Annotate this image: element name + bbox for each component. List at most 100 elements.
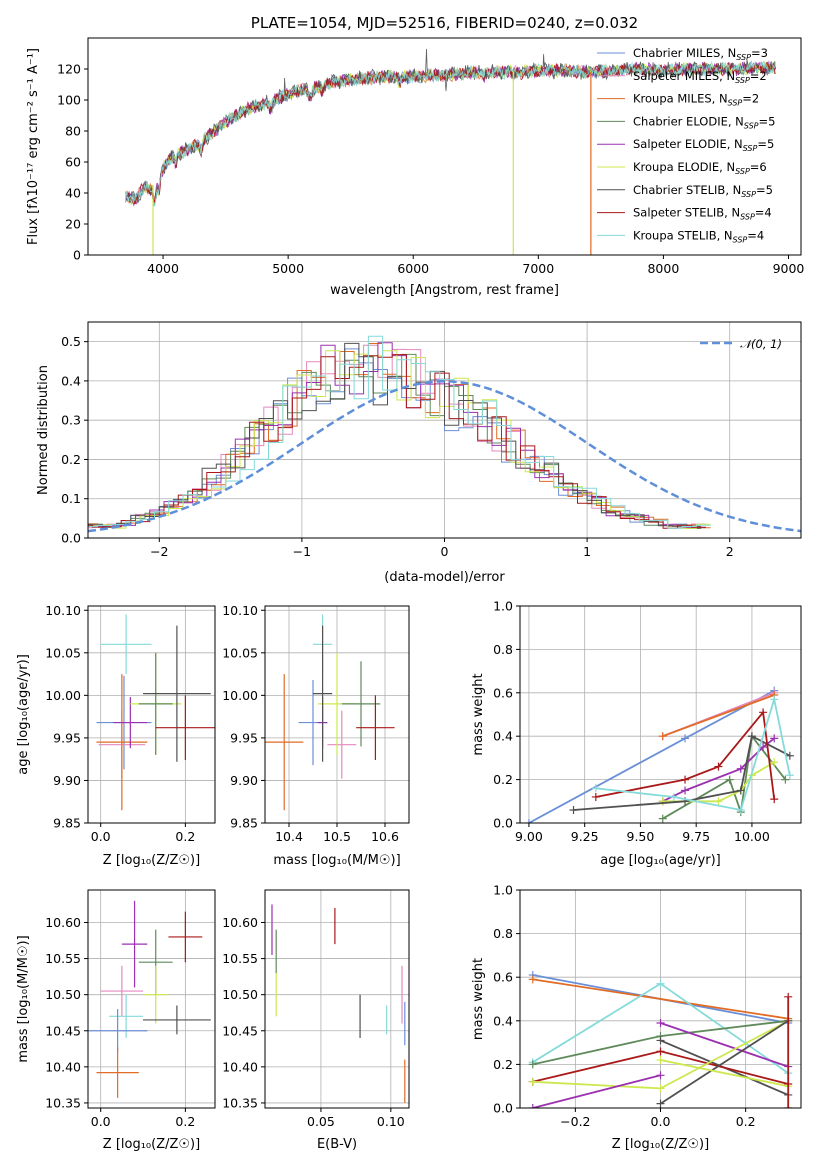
weight-marker-chabrier_miles [681, 734, 690, 743]
y-tick-label: 10.60 [45, 915, 81, 930]
legend-sub: SSP [733, 235, 748, 244]
x-tick-label: 0.2 [175, 1114, 195, 1129]
y-tick-label: 0.8 [493, 642, 513, 657]
x-axis-label: mass [log₁₀(M/M☉)] [273, 853, 400, 868]
x-tick-label: 0.2 [175, 829, 195, 844]
weight-marker-salpeter_elodie [656, 1018, 665, 1027]
legend-entry: Chabrier STELIB, NSSP=5 [633, 183, 773, 199]
y-tick-label: 10.00 [222, 688, 258, 703]
weight-marker-salpeter_stelib [714, 762, 723, 771]
legend-count: =5 [756, 183, 773, 197]
x-tick-label: 0.10 [377, 1114, 405, 1129]
legend-label: Kroupa MILES, N [633, 92, 728, 106]
y-tick-label: 9.90 [230, 773, 258, 788]
y-tick-label: 9.85 [53, 816, 81, 831]
y-tick-label: 10.40 [222, 1059, 258, 1074]
weight-line-salpeter_elodie [660, 1022, 789, 1068]
y-axis-label: Flux [fλ10⁻¹⁷ erg cm⁻² s⁻¹ A⁻¹] [26, 48, 41, 245]
chart-spectrum: 4000 5000 6000 7000 8000 9000 0 20 40 60 80 100 120 P… [26, 14, 804, 298]
weight-marker-salpeter_stelib [591, 792, 600, 801]
weight-marker-salpeter_stelib [784, 992, 793, 1001]
x-tick-label: 9000 [773, 261, 805, 276]
legend-entry: Chabrier ELODIE, NSSP=5 [633, 114, 775, 130]
x-axis-label: (data-model)/error [384, 570, 505, 585]
x-tick-label: −1 [293, 544, 311, 559]
weight-marker-chabrier_stelib [656, 1036, 665, 1045]
y-tick-label: 10.10 [222, 603, 258, 618]
weight-marker-kroupa_elodie [770, 758, 779, 767]
y-tick-label: 10.50 [222, 987, 258, 1002]
legend-count: =4 [747, 228, 764, 242]
y-axis-label: mass [log₁₀(M/M☉)] [16, 935, 31, 1062]
weight-line-kroupa_miles [532, 978, 789, 1020]
y-tick-label: 10.60 [222, 915, 258, 930]
x-tick-label: 7000 [522, 261, 554, 276]
x-tick-label: 0.2 [736, 1114, 756, 1129]
weight-marker-salpeter_elodie [681, 786, 690, 795]
x-tick-label: 10.4 [275, 829, 303, 844]
y-tick-label: 10.45 [222, 1023, 258, 1038]
y-tick-label: 1.0 [493, 883, 513, 898]
spectrum-line-kroupa_stelib [125, 60, 776, 208]
legend-label: Salpeter STELIB, N [633, 206, 740, 220]
x-tick-label: 2 [726, 544, 734, 559]
spectrum-line-kroupa_miles [125, 63, 592, 255]
legend-count: =2 [742, 92, 759, 106]
weight-marker-kroupa_elodie [528, 1077, 537, 1086]
errorbars [96, 614, 215, 811]
x-tick-label: 4000 [147, 261, 179, 276]
y-tick-label: 9.90 [53, 773, 81, 788]
legend-entry: Chabrier MILES, NSSP=3 [633, 46, 768, 62]
weight-marker-salpeter_stelib [656, 1047, 665, 1056]
chart-age-vs-Z: 0.0 0.2 9.85 9.90 9.95 10.00 10.05 10.10 Z [log₁… [16, 603, 216, 868]
y-tick-label: 10.50 [45, 987, 81, 1002]
y-tick-label: 40 [65, 186, 81, 201]
weight-marker-chabrier_stelib [785, 751, 794, 760]
y-tick-label: 0.0 [493, 1101, 513, 1116]
weight-line-kroupa_miles [662, 694, 775, 738]
legend-label: Chabrier STELIB, N [633, 183, 741, 197]
y-tick-label: 0.6 [493, 685, 513, 700]
histograms [88, 335, 801, 533]
weight-marker-chabrier_elodie [658, 814, 667, 823]
plot-frame [87, 321, 802, 539]
weight-marker-kroupa_miles [528, 975, 537, 984]
legend-entry: Salpeter STELIB, NSSP=4 [633, 206, 772, 222]
chart-residuals: −2 −1 0 1 2 0.0 0.1 0.2 0.3 0.4 0.5 (data-model)/er… [36, 321, 802, 585]
legend-sub: SSP [744, 121, 759, 130]
y-tick-label: 10.35 [222, 1095, 258, 1110]
weight-marker-chabrier_elodie [528, 1060, 537, 1069]
weight-marker-salpeter_stelib [681, 775, 690, 784]
legend-label: Kroupa ELODIE, N [633, 160, 735, 174]
legend-count: =2 [750, 69, 767, 83]
legend-sub: SSP [743, 144, 758, 153]
legend-count: =3 [751, 46, 768, 60]
y-tick-label: 0.8 [493, 926, 513, 941]
legend-entry: Kroupa ELODIE, NSSP=6 [633, 160, 767, 176]
y-tick-label: 10.55 [45, 951, 81, 966]
errorbars [271, 904, 406, 1103]
x-tick-label: 6000 [397, 261, 429, 276]
chart-title: PLATE=1054, MJD=52516, FIBERID=0240, z=0… [251, 14, 638, 32]
y-tick-label: 20 [65, 217, 81, 232]
legend-label: Salpeter MILES, N [633, 69, 735, 83]
x-tick-label: 10.00 [734, 829, 770, 844]
legend-entry: Salpeter ELODIE, NSSP=5 [633, 137, 774, 153]
weight-marker-salpeter_elodie [656, 1071, 665, 1080]
legend-count: =4 [755, 206, 772, 220]
y-tick-label: 0.2 [61, 452, 81, 467]
weight-marker-chabrier_stelib [747, 732, 756, 741]
legend-count: =6 [750, 160, 767, 174]
errorbars [265, 614, 395, 811]
legend-sub: SSP [736, 53, 751, 62]
weight-line-kroupa_elodie [660, 1059, 789, 1088]
y-tick-label: 10.00 [45, 688, 81, 703]
x-tick-label: 0.05 [307, 1114, 335, 1129]
weight-marker-kroupa_stelib [770, 695, 779, 704]
y-tick-label: 0.2 [493, 772, 513, 787]
legend-label: Chabrier ELODIE, N [633, 114, 744, 128]
weight-marker-kroupa_stelib [785, 771, 794, 780]
errorbars [88, 900, 211, 1098]
y-tick-label: 0 [73, 248, 81, 263]
x-axis-label: wavelength [Angstrom, rest frame] [330, 283, 559, 298]
